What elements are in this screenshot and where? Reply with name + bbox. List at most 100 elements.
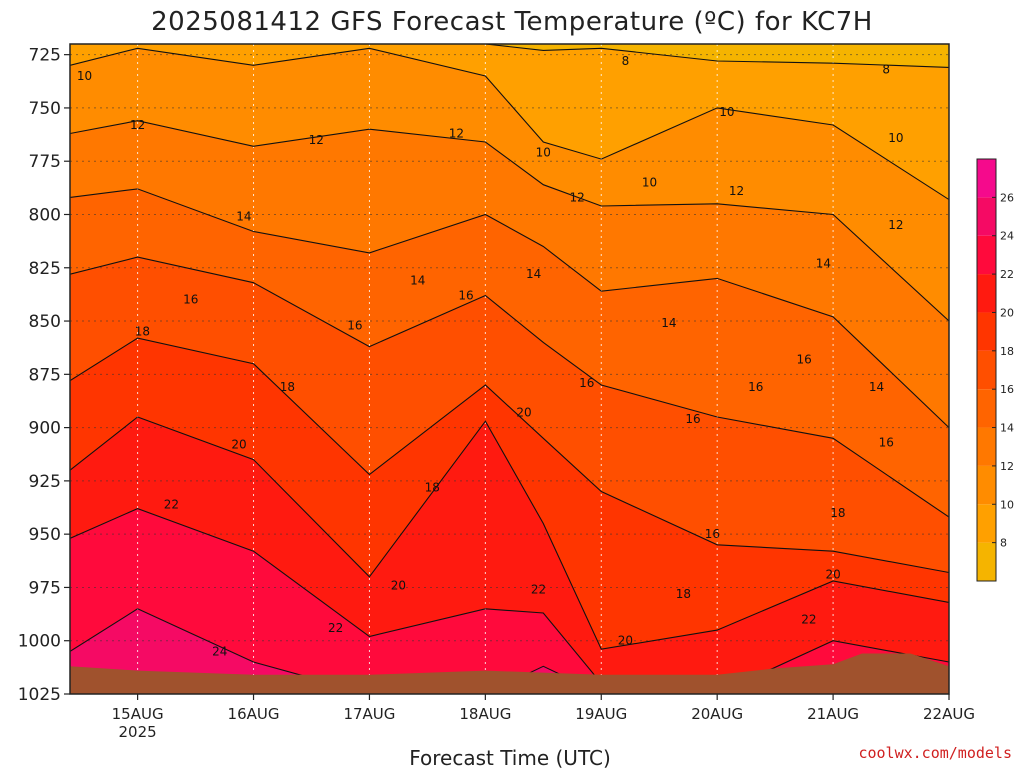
contour-label: 16: [705, 527, 720, 541]
contour-label: 10: [888, 131, 903, 145]
x-tick-label: 19AUG: [575, 705, 627, 723]
contour-label: 10: [536, 146, 551, 160]
plot-frame: [69, 43, 950, 695]
colorbar-segment: [977, 465, 996, 505]
contour-layer: [70, 44, 949, 694]
colorbar-tick-label: 12: [1000, 460, 1014, 473]
y-tick-label: 775: [29, 152, 61, 172]
colorbar-tick-label: 14: [1000, 422, 1014, 435]
y-tick-label: 850: [29, 312, 61, 332]
x-tick-label: 22AUG: [923, 705, 975, 723]
y-tick-label: 800: [29, 205, 61, 225]
contour-label: 14: [869, 380, 884, 394]
colorbar-tick-label: 10: [1000, 498, 1014, 511]
y-axis: 725 750 775 800 825 850 875 900 925 950 975 1000 102…: [18, 46, 70, 705]
contour-label: 14: [816, 257, 831, 271]
x-tick-label: 20AUG: [691, 705, 743, 723]
colorbar-segment: [977, 274, 996, 313]
colorbar-segment: [977, 389, 996, 428]
temperature-fill-layer: [70, 44, 949, 694]
contour-line-18: [70, 337, 949, 574]
contour-label: 16: [579, 376, 594, 390]
y-tick-label: 725: [29, 46, 61, 66]
contour-label: 14: [526, 267, 541, 281]
contour-label: 18: [830, 506, 845, 520]
contour-label: 18: [425, 480, 440, 494]
contour-label: 16: [796, 352, 811, 366]
contour-label: 16: [879, 436, 894, 450]
contour-line-12: [70, 120, 949, 322]
colorbar-segment: [977, 159, 996, 198]
contour-label: 22: [531, 583, 546, 597]
contour-label: 10: [719, 105, 734, 119]
contour-line-16: [70, 256, 949, 518]
y-tick-label: 750: [29, 99, 61, 119]
colorbar-segment: [977, 197, 996, 236]
contour-label: 20: [391, 578, 406, 592]
contour-label: 18: [280, 380, 295, 394]
contour-label: 8: [622, 54, 630, 68]
contour-label: 12: [569, 190, 584, 204]
colorbar-segment: [977, 312, 996, 351]
x-tick-sublabel: 2025: [119, 723, 157, 741]
contour-label: 12: [309, 133, 324, 147]
y-tick-label: 950: [29, 525, 61, 545]
colorbar-segment: [977, 427, 996, 466]
contour-label: 20: [231, 438, 246, 452]
y-tick-label: 900: [29, 419, 61, 439]
contour-label: 22: [328, 621, 343, 635]
contour-label: 12: [729, 184, 744, 198]
contour-label: 16: [347, 318, 362, 332]
colorbar-segment: [977, 504, 996, 543]
colorbar-tick-label: 22: [1000, 268, 1014, 281]
contour-label: 10: [77, 69, 92, 83]
x-tick-label: 16AUG: [228, 705, 280, 723]
contour-label: 20: [825, 568, 840, 582]
colorbar-segment: [977, 235, 996, 275]
contour-label: 20: [516, 406, 531, 420]
contour-label: 16: [458, 288, 473, 302]
band-fill-22: [70, 508, 949, 694]
contour-label: 16: [183, 293, 198, 307]
x-tick-label: 15AUG: [112, 705, 164, 723]
y-tick-label: 925: [29, 472, 61, 492]
terrain-layer: [70, 653, 949, 694]
contour-label: 10: [642, 176, 657, 190]
contour-label: 8: [882, 63, 890, 77]
contour-label-layer: 10 8 8 12 12 12 10 10 10 10 12 12 14 12 14 14 14 16 16 16 14…: [77, 54, 904, 658]
x-tick-label: 18AUG: [459, 705, 511, 723]
colorbar-frame: [976, 158, 997, 582]
contour-line-8: [70, 44, 949, 68]
contour-label: 22: [801, 612, 816, 626]
contour-label: 12: [449, 127, 464, 141]
x-tick-label: 21AUG: [807, 705, 859, 723]
contour-label: 16: [685, 412, 700, 426]
plot-area: 10 8 8 12 12 12 10 10 10 10 12 12 14 12 14 14 14 16 16 16 14…: [70, 44, 949, 694]
contour-line-14: [70, 188, 949, 428]
colorbar-segment: [977, 542, 996, 581]
credit-text: coolwx.com/models: [858, 744, 1012, 762]
y-tick-label: 875: [29, 365, 61, 385]
colorbar: 8 10 12 14 16 18 20 22 24 26: [976, 158, 1014, 582]
colorbar-tick-label: 18: [1000, 345, 1014, 358]
contour-label: 14: [661, 316, 676, 330]
y-tick-label: 825: [29, 259, 61, 279]
x-axis-title: Forecast Time (UTC): [409, 746, 611, 768]
contour-label: 18: [135, 325, 150, 339]
contour-label: 14: [236, 210, 251, 224]
colorbar-tick-label: 8: [1000, 537, 1007, 550]
band-fill-24: [70, 608, 949, 694]
contour-line-10: [70, 47, 949, 201]
contour-label: 22: [164, 497, 179, 511]
contour-label: 12: [130, 118, 145, 132]
colorbar-segment: [977, 350, 996, 390]
y-tick-label: 975: [29, 578, 61, 598]
contour-label: 12: [888, 218, 903, 232]
y-tick-label: 1025: [18, 685, 61, 705]
grid-layer: [70, 44, 949, 694]
contour-label: 16: [748, 380, 763, 394]
chart-title: 2025081412 GFS Forecast Temperature (ºC)…: [151, 7, 873, 37]
contour-label: 24: [212, 644, 227, 658]
